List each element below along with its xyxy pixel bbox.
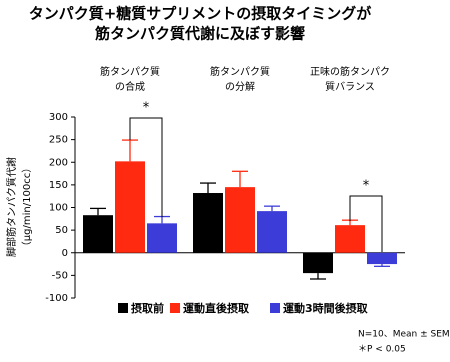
bar	[225, 187, 255, 253]
error-bar	[200, 182, 216, 194]
note: ＊P < 0.05	[358, 345, 406, 355]
chart-title: 筋タンパク質代謝に及ぼす影響	[94, 25, 305, 43]
legend-swatch	[118, 303, 128, 313]
bar	[193, 193, 223, 253]
y-tick-label: 300	[49, 112, 68, 123]
bar	[257, 211, 287, 253]
y-tick-label: 50	[55, 225, 68, 236]
error-bar	[90, 207, 106, 216]
legend-label: 摂取前	[131, 301, 164, 315]
error-bar	[374, 264, 390, 267]
y-tick-label: 200	[49, 157, 68, 168]
y-tick-label: 0	[62, 248, 68, 259]
legend-label: 運動3時間後摂取	[283, 301, 368, 315]
y-tick-label: -50	[52, 270, 68, 281]
significance-label: *	[363, 179, 370, 194]
legend-swatch	[170, 303, 180, 313]
significance-bracket	[129, 117, 163, 217]
bar	[83, 215, 113, 253]
y-tick-label: 250	[49, 135, 68, 146]
y-axis-label: （μg/min/100cc）	[21, 163, 33, 251]
error-bar	[154, 215, 170, 224]
y-axis-label: 脚部筋タンパク質代謝	[5, 157, 18, 257]
chart-title: タンパク質+糖質サプリメントの摂取タイミングが	[29, 5, 373, 23]
category-label: 筋タンパク質	[210, 65, 270, 78]
note: N=10、Mean ± SEM	[358, 330, 450, 340]
error-bar	[122, 139, 138, 162]
error-bar	[232, 170, 248, 188]
y-tick-label: 150	[49, 180, 68, 191]
legend-label: 運動直後摂取	[183, 301, 249, 315]
error-bar	[264, 205, 280, 212]
bar	[303, 252, 333, 274]
category-label: 正味の筋タンパク	[310, 65, 390, 78]
bar	[335, 225, 365, 253]
significance-bracket	[349, 195, 383, 252]
category-label: の分解	[225, 80, 255, 93]
significance-label: *	[143, 101, 150, 116]
category-label: 筋タンパク質	[100, 65, 160, 78]
y-tick-label: 100	[49, 203, 68, 214]
bar	[115, 161, 145, 253]
bar	[367, 252, 397, 265]
bar	[147, 223, 177, 253]
y-tick-label: -100	[45, 293, 68, 304]
category-label: 質バランス	[325, 80, 375, 93]
error-bar	[310, 273, 326, 280]
category-label: の合成	[115, 80, 145, 93]
legend-swatch	[270, 303, 280, 313]
